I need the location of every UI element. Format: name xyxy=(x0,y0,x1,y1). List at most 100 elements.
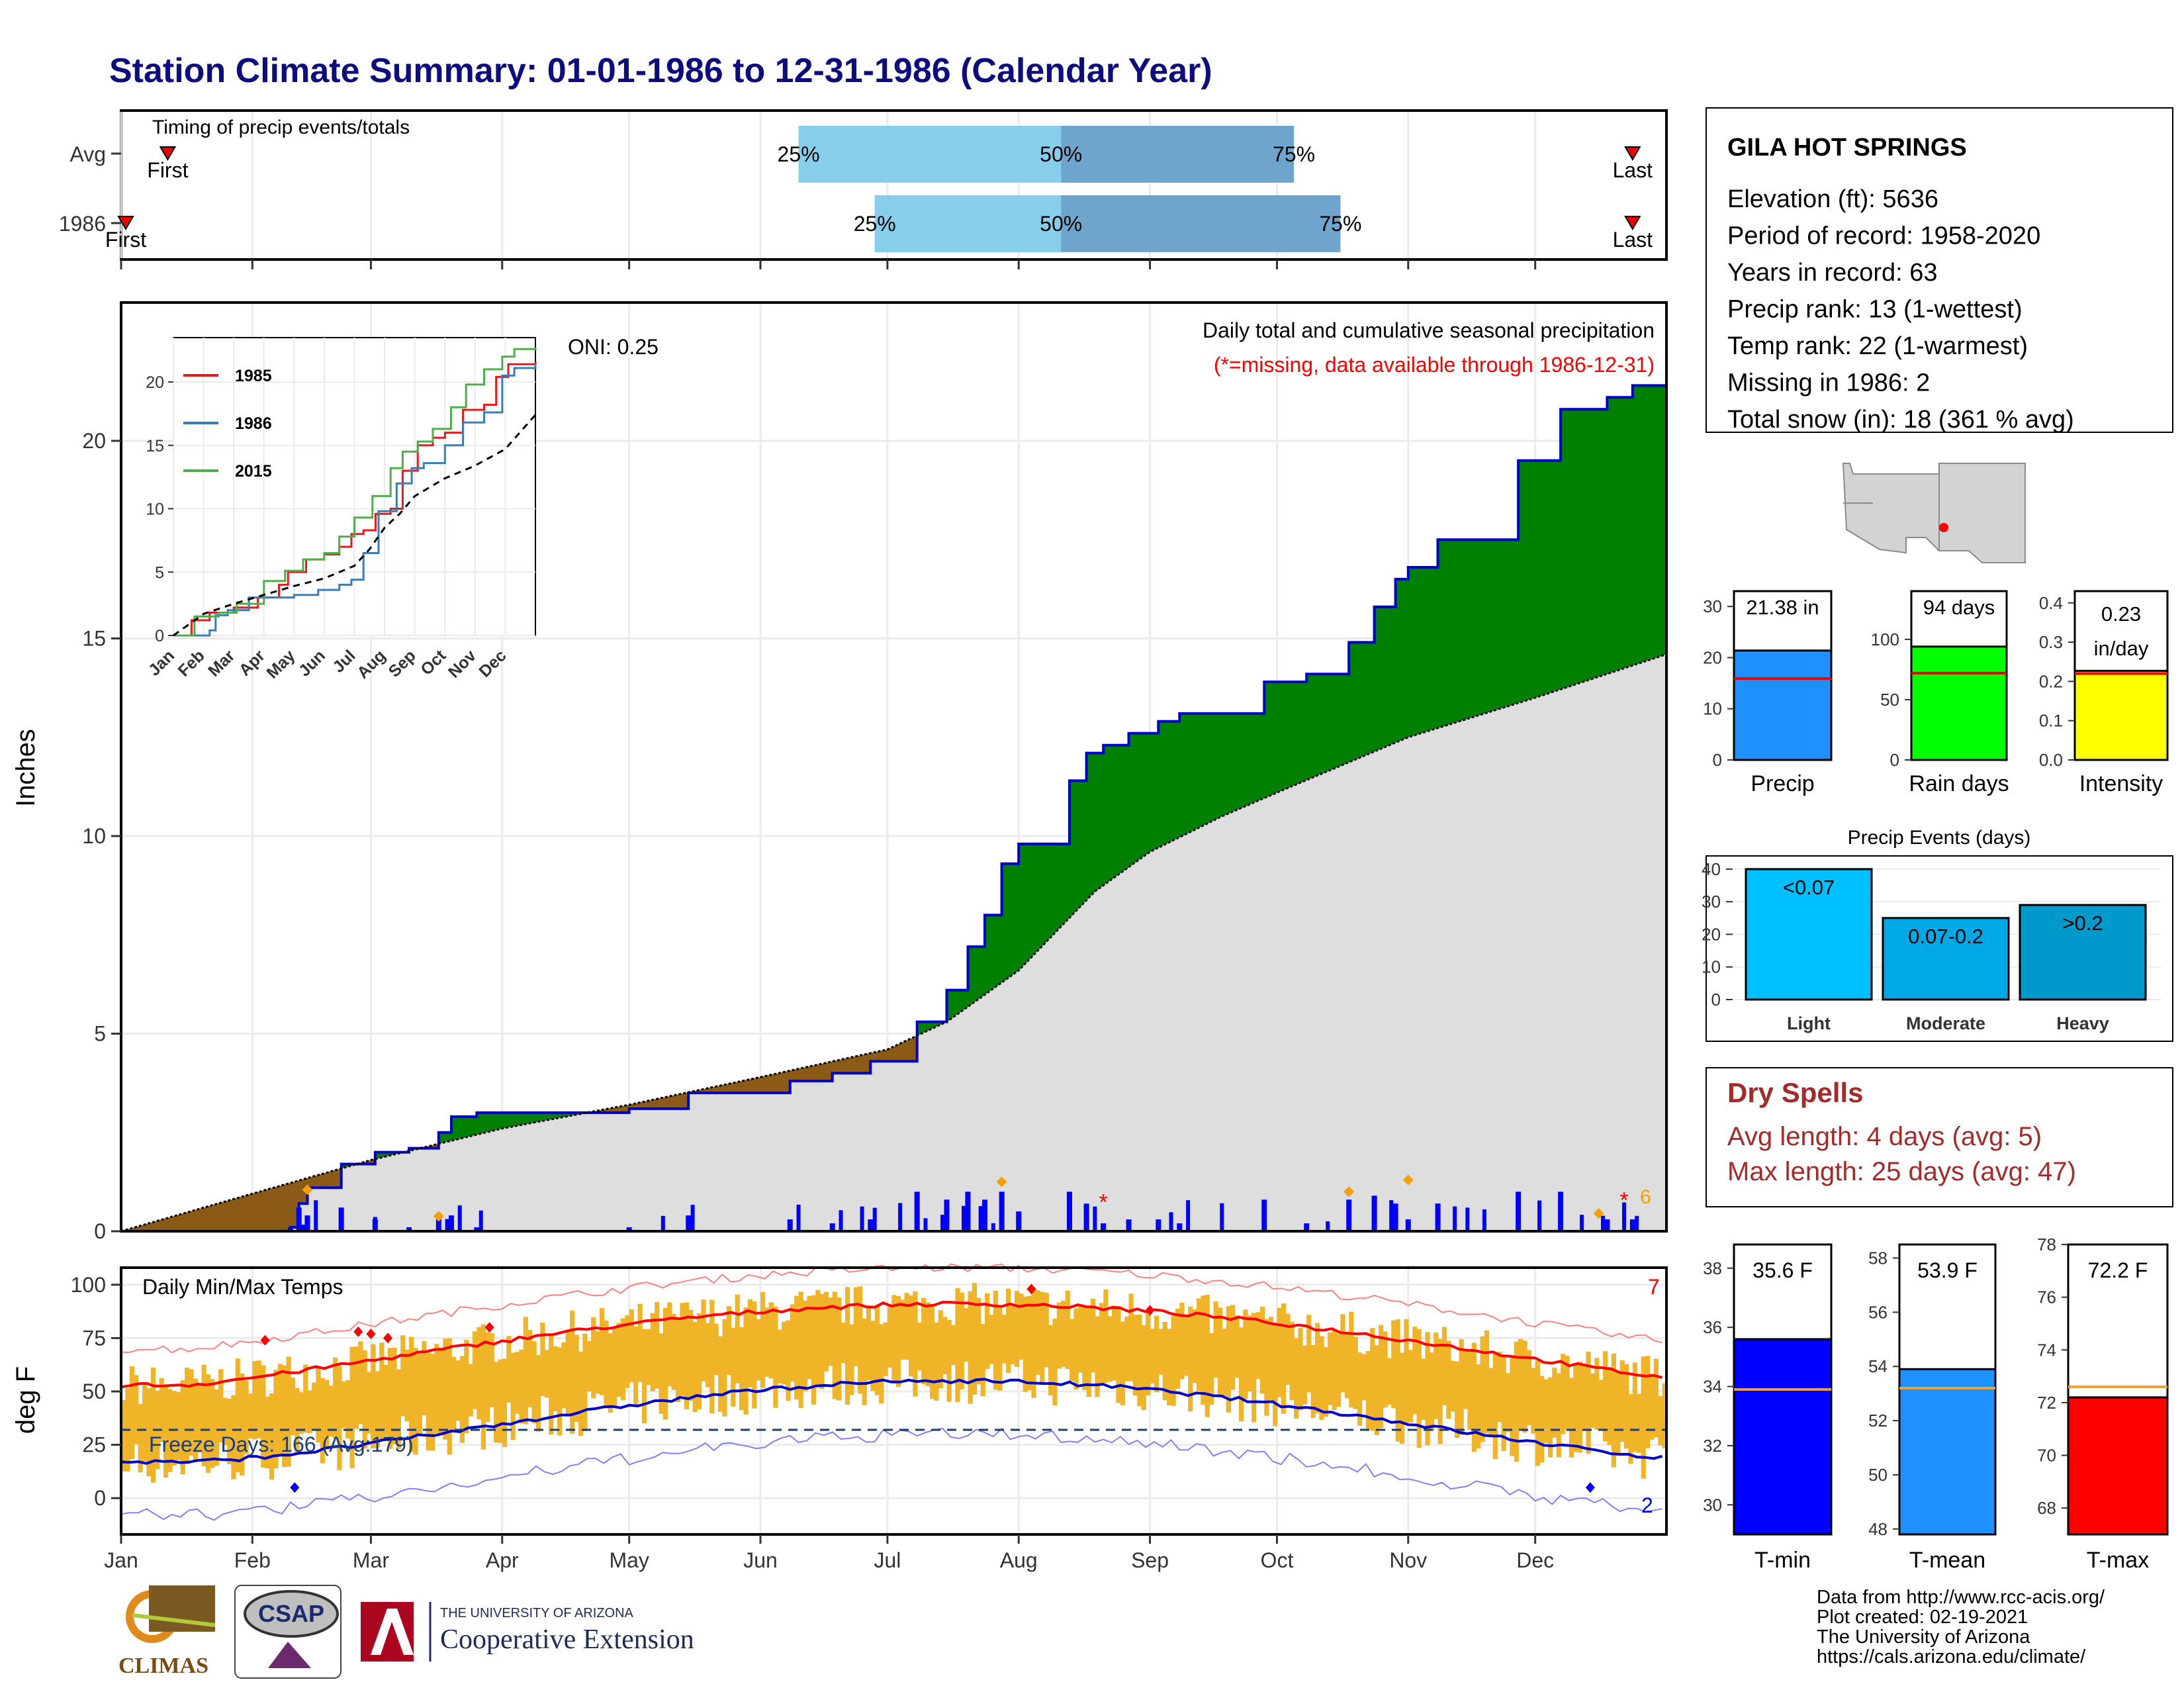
daily-temp-range-bars xyxy=(121,1283,1667,1483)
record-high-marker xyxy=(260,1335,270,1346)
daily-precip-bar xyxy=(301,1224,306,1231)
station-info-line: Missing in 1986: 2 xyxy=(1727,369,1930,397)
average-min-line xyxy=(120,1378,1663,1465)
temp-value-bar xyxy=(1733,1338,1833,1536)
credit-line: Plot created: 02-19-2021 xyxy=(1817,1607,2028,1628)
summary-y-tick-label: 0.4 xyxy=(2039,593,2063,613)
daily-precip-bar xyxy=(787,1219,793,1231)
inset-y-tick-label: 15 xyxy=(146,437,164,455)
p25-label: 25% xyxy=(778,142,820,166)
extreme-precip-marker xyxy=(1593,1208,1604,1219)
y-tick-label: 10 xyxy=(82,824,106,848)
daily-precip-bar xyxy=(940,1215,945,1231)
daily-precip-bar xyxy=(962,1205,966,1231)
climas-logo: CLIMAS xyxy=(118,1585,216,1678)
temp-y-tick-label: 54 xyxy=(1868,1356,1888,1376)
temp-y-tick-label: 58 xyxy=(1868,1248,1888,1268)
missing-data-marker: * xyxy=(1099,1190,1108,1215)
daily-precip-bar xyxy=(1093,1206,1097,1231)
daily-precip-bar xyxy=(1392,1203,1398,1231)
daily-precip-bar xyxy=(1622,1202,1627,1231)
daily-precip-bar xyxy=(898,1203,903,1231)
timing-title: Timing of precip events/totals xyxy=(152,117,410,138)
daily-precip-bar xyxy=(1465,1207,1470,1231)
climas-logo-swoosh xyxy=(132,1613,216,1627)
daily-precip-bar xyxy=(839,1210,843,1231)
summary-y-tick-label: 0.1 xyxy=(2039,711,2063,731)
temp-y-tick-label: 48 xyxy=(1868,1519,1888,1539)
station-info-box: GILA HOT SPRINGS Elevation (ft): 5636 Per… xyxy=(1706,107,2173,434)
p50-label: 50% xyxy=(1040,142,1082,166)
record-min-line xyxy=(120,1427,1662,1521)
temp-value-bar xyxy=(2067,1396,2169,1536)
daily-precip-bar xyxy=(1580,1215,1584,1231)
daily-precip-bar xyxy=(1186,1200,1191,1231)
daily-precip-bar xyxy=(406,1227,412,1231)
events-y-tick-label: 20 xyxy=(1702,924,1721,944)
month-label: Jun xyxy=(743,1548,778,1572)
upper-quartile-bar xyxy=(1061,195,1341,252)
month-label: Jul xyxy=(874,1548,901,1572)
record-low-marker xyxy=(290,1482,300,1493)
ua-logo: THE UNIVERSITY OF ARIZONA Cooperative Ex… xyxy=(361,1602,694,1662)
first-event-label: First xyxy=(147,158,188,182)
daily-precip-bar xyxy=(944,1199,950,1231)
extreme-precip-marker xyxy=(1343,1186,1355,1197)
csap-mountain xyxy=(268,1642,311,1668)
missing-note: (*=missing, data available through 1986-… xyxy=(1214,353,1655,377)
min-record-count: 2 xyxy=(1641,1493,1653,1517)
daily-precip-bar xyxy=(1156,1219,1161,1231)
extreme-precip-marker xyxy=(302,1184,313,1196)
daily-precip-bar xyxy=(474,1227,480,1231)
extreme-precip-marker xyxy=(996,1176,1007,1188)
temp-y-tick-label: 76 xyxy=(2037,1288,2056,1307)
daily-precip-bar xyxy=(478,1210,483,1231)
month-label: Sep xyxy=(1131,1548,1169,1572)
daily-precip-bar xyxy=(978,1206,983,1231)
temp-y-tick-label: 30 xyxy=(1703,1495,1722,1515)
daily-precip-bar xyxy=(1635,1215,1639,1231)
last-event-label: Last xyxy=(1613,228,1653,252)
daily-precip-bar xyxy=(914,1192,920,1231)
daily-precip-bar xyxy=(373,1217,377,1231)
station-name: GILA HOT SPRINGS xyxy=(1727,134,1967,162)
record-max-line xyxy=(120,1263,1662,1354)
temp-y-tick-label: 38 xyxy=(1703,1258,1722,1278)
daily-precip-bar xyxy=(1220,1203,1224,1231)
missing-data-marker: * xyxy=(1619,1188,1628,1213)
event-bar xyxy=(2019,904,2147,1001)
upper-quartile-bar xyxy=(1061,126,1295,183)
events-y-tick-label: 0 xyxy=(1711,990,1721,1009)
page-title: Station Climate Summary: 01-01-1986 to 1… xyxy=(109,52,1212,90)
daily-precip-bar xyxy=(860,1206,864,1231)
summary-value-bar xyxy=(2073,669,2169,761)
daily-precip-bar xyxy=(338,1207,344,1231)
dry-spells-title: Dry Spells xyxy=(1727,1077,1863,1108)
summary-y-tick-label: 0 xyxy=(1713,750,1722,770)
summary-bars: 0 10 20 30 Precip 21.38 in 0 50 100 Rain days 94 d… xyxy=(1703,590,2169,796)
record-high-marker xyxy=(353,1326,363,1337)
temp-category-label: T-min xyxy=(1754,1548,1811,1573)
month-label: Feb xyxy=(234,1548,271,1572)
summary-value-label: 0.23 xyxy=(2101,602,2141,626)
summary-value-unit: in/day xyxy=(2094,637,2149,660)
daily-precip-bar xyxy=(1304,1223,1310,1231)
credit-line: https://cals.arizona.edu/climate/ xyxy=(1817,1646,2086,1667)
missing-count: 6 xyxy=(1640,1186,1651,1208)
oni-label: ONI: 0.25 xyxy=(568,335,659,359)
summary-y-tick-label: 30 xyxy=(1703,596,1722,616)
daily-precip-bar xyxy=(445,1219,449,1231)
y-tick-label: 25 xyxy=(82,1433,106,1457)
daily-precip-bar xyxy=(690,1204,695,1231)
event-category-label: Heavy xyxy=(2056,1013,2109,1033)
record-high-marker xyxy=(383,1333,393,1344)
first-event-label: First xyxy=(105,228,146,252)
lower-quartile-bar xyxy=(874,195,1062,252)
station-info-line: Precip rank: 13 (1-wettest) xyxy=(1727,296,2023,324)
credit-line: Data from http://www.rcc-acis.org/ xyxy=(1817,1587,2105,1608)
precip-title: Daily total and cumulative seasonal prec… xyxy=(1203,318,1655,342)
y-tick-label: 0 xyxy=(94,1219,106,1243)
events-y-tick-label: 10 xyxy=(1702,957,1721,977)
daily-precip-bar xyxy=(999,1192,1005,1231)
